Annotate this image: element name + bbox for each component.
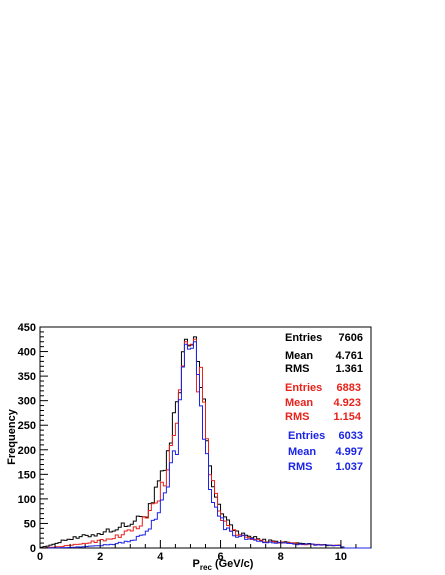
stats-box-black: Entries 7606 Mean 4.761 RMS 1.361: [285, 332, 363, 375]
x-axis-ticks: 0 2 4 6 8 10: [37, 540, 372, 563]
histogram-series-2: [40, 341, 371, 549]
x-axis-title-unit: (GeV/c): [212, 558, 254, 570]
stats-mean-label: Mean: [288, 446, 316, 458]
histogram-series-group: [39, 336, 371, 549]
x-axis-title: Prec (GeV/c): [193, 558, 254, 572]
stats-mean-label: Mean: [285, 350, 313, 362]
y-tick-label: 200: [18, 445, 36, 457]
x-axis-title-sub: rec: [200, 563, 213, 572]
x-tick-label: 10: [335, 551, 347, 563]
stats-entries-label: Entries: [288, 430, 325, 442]
y-tick-label: 350: [18, 371, 36, 383]
stats-entries-value: 6883: [337, 382, 361, 394]
stats-rms-label: RMS: [285, 411, 309, 423]
stats-mean-value: 4.997: [335, 446, 363, 458]
y-tick-label: 250: [18, 420, 36, 432]
y-axis-title: Frequency: [6, 408, 18, 465]
y-tick-label: 400: [18, 347, 36, 359]
y-axis-ticks: 0 50 100 150 200 250 300 350 400 450: [18, 322, 48, 555]
x-tick-label: 8: [278, 551, 284, 563]
y-tick-label: 50: [24, 518, 36, 530]
stats-entries-value: 6033: [339, 430, 363, 442]
stats-mean-value: 4.761: [335, 350, 363, 362]
x-tick-label: 6: [217, 551, 223, 563]
x-axis-title-main: P: [193, 558, 200, 570]
stats-rms-value: 1.154: [333, 411, 361, 423]
x-tick-label: 4: [157, 551, 164, 563]
y-tick-label: 0: [30, 543, 36, 555]
stats-entries-label: Entries: [285, 332, 322, 344]
stats-rms-value: 1.037: [335, 461, 363, 473]
x-tick-label: 0: [37, 551, 43, 563]
y-tick-label: 300: [18, 396, 36, 408]
stats-rms-label: RMS: [285, 363, 309, 375]
y-tick-label: 100: [18, 494, 36, 506]
stats-rms-label: RMS: [288, 461, 312, 473]
stats-mean-value: 4.923: [333, 397, 361, 409]
stats-mean-label: Mean: [285, 397, 313, 409]
y-tick-label: 150: [18, 469, 36, 481]
stats-box-blue: Entries 6033 Mean 4.997 RMS 1.037: [288, 430, 363, 473]
stats-box-red: Entries 6883 Mean 4.923 RMS 1.154: [285, 382, 362, 423]
x-tick-label: 2: [97, 551, 103, 563]
stats-entries-label: Entries: [285, 382, 322, 394]
y-tick-label: 450: [18, 322, 36, 334]
stats-entries-value: 7606: [339, 332, 363, 344]
stats-rms-value: 1.361: [335, 363, 363, 375]
